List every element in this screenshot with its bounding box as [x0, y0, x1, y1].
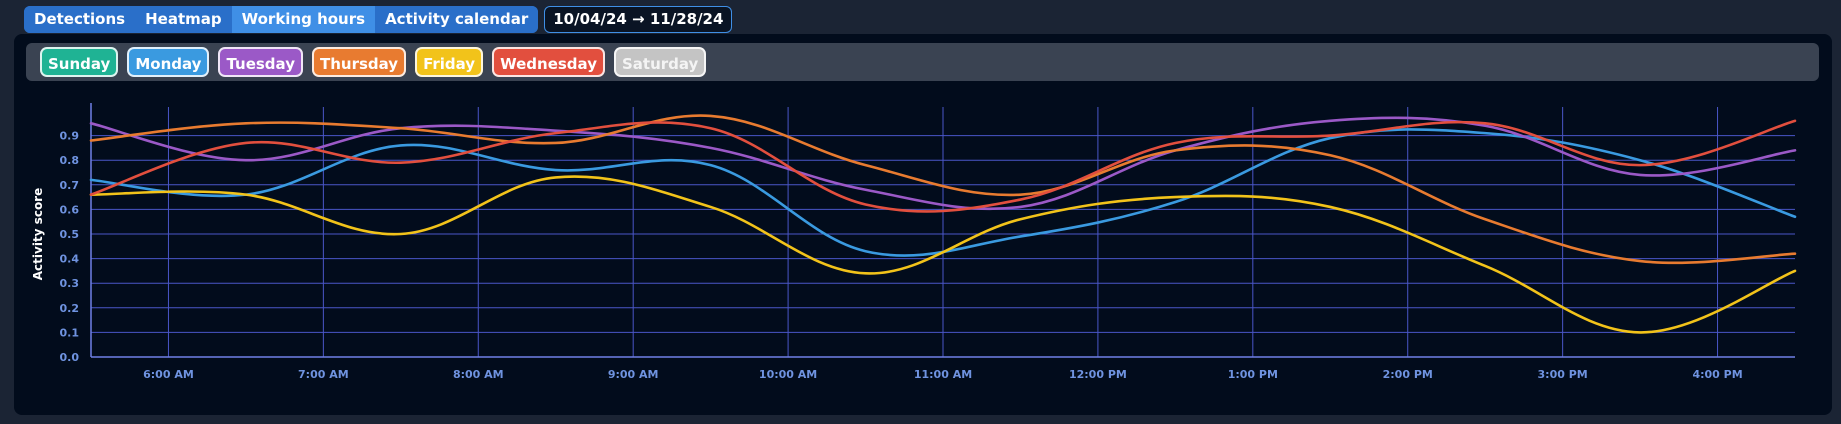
tab-working-hours[interactable]: Working hours — [231, 6, 376, 33]
y-tick-label: 0.4 — [60, 253, 80, 266]
toolbar: Detections Heatmap Working hours Activity c… — [24, 6, 733, 33]
x-tick-label: 7:00 AM — [298, 368, 349, 381]
tab-activity-calendar[interactable]: Activity calendar — [375, 6, 539, 33]
legend-chip-tuesday[interactable]: Tuesday — [218, 47, 303, 77]
chart-panel: Sunday Monday Tuesday Thursday Friday Wednesd… — [14, 34, 1832, 415]
legend-chip-wednesday[interactable]: Wednesday — [492, 47, 605, 77]
legend-chip-thursday[interactable]: Thursday — [311, 47, 407, 77]
y-tick-label: 0.6 — [60, 203, 80, 216]
x-tick-label: 9:00 AM — [608, 368, 659, 381]
y-tick-label: 0.0 — [60, 351, 80, 364]
series-line-friday — [89, 175, 1797, 334]
y-tick-label: 0.2 — [60, 302, 80, 315]
series-line-tuesday — [89, 116, 1797, 211]
legend-chip-saturday[interactable]: Saturday — [613, 47, 707, 77]
y-tick-label: 0.1 — [60, 326, 80, 339]
tab-heatmap[interactable]: Heatmap — [135, 6, 232, 33]
y-tick-label: 0.5 — [60, 228, 80, 241]
series-line-monday — [89, 128, 1797, 257]
legend-chip-friday[interactable]: Friday — [415, 47, 484, 77]
y-tick-label: 0.8 — [60, 154, 80, 167]
x-tick-label: 4:00 PM — [1692, 368, 1742, 381]
series-line-wednesday — [89, 119, 1797, 213]
x-tick-label: 1:00 PM — [1228, 368, 1278, 381]
x-tick-label: 11:00 AM — [914, 368, 972, 381]
x-tick-label: 10:00 AM — [759, 368, 817, 381]
y-tick-label: 0.7 — [60, 179, 80, 192]
tab-detections[interactable]: Detections — [24, 6, 136, 33]
legend-chip-monday[interactable]: Monday — [127, 47, 210, 77]
date-range-picker[interactable]: 10/04/24 → 11/28/24 — [544, 6, 733, 33]
x-tick-label: 2:00 PM — [1383, 368, 1433, 381]
x-tick-label: 12:00 PM — [1069, 368, 1127, 381]
view-tabs: Detections Heatmap Working hours Activity c… — [24, 6, 539, 33]
x-tick-label: 8:00 AM — [453, 368, 504, 381]
y-axis-label: Activity score — [31, 188, 45, 280]
x-tick-label: 3:00 PM — [1538, 368, 1588, 381]
legend-chip-sunday[interactable]: Sunday — [40, 47, 119, 77]
y-tick-label: 0.3 — [60, 277, 80, 290]
legend-bar: Sunday Monday Tuesday Thursday Friday Wednesd… — [26, 43, 1819, 81]
y-tick-label: 0.9 — [60, 130, 80, 143]
x-tick-label: 6:00 AM — [143, 368, 194, 381]
series-line-thursday — [89, 114, 1797, 265]
